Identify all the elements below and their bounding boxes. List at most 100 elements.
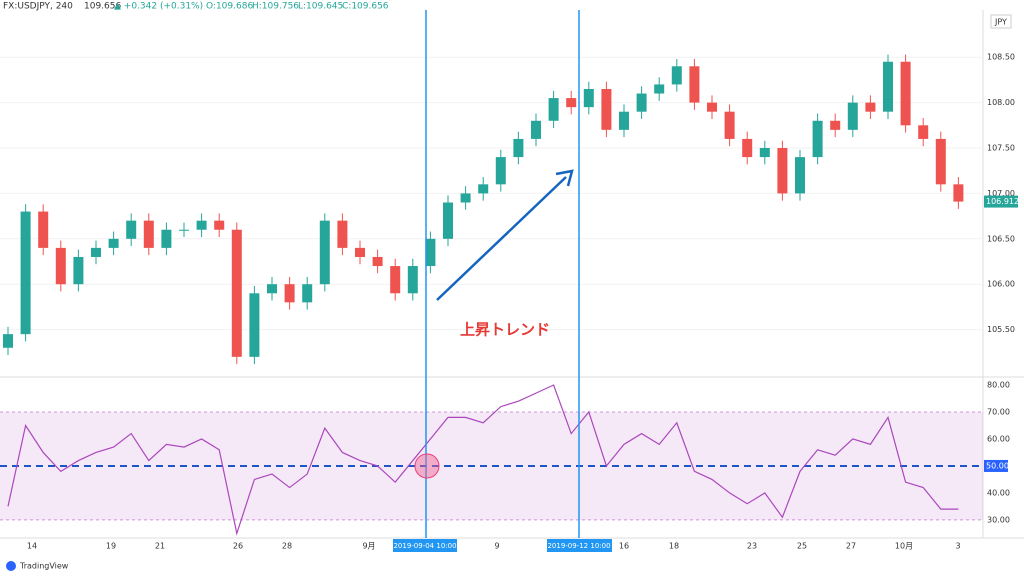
candle-body (284, 284, 295, 303)
candle-body (214, 220, 225, 230)
y-tick-label: 70.00 (987, 407, 1010, 416)
y-tick-label: 30.00 (987, 515, 1010, 524)
x-tick-label: 27 (846, 542, 856, 551)
candle-body (73, 256, 84, 285)
candle-body (795, 157, 805, 194)
y-tick-label: 106.00 (987, 280, 1015, 289)
cross-marker (414, 453, 440, 479)
cursor-label-box (547, 539, 612, 552)
candle-body (3, 334, 13, 348)
candle-body (460, 193, 471, 203)
y-tick-label: 60.00 (987, 434, 1010, 443)
candle-body (407, 266, 418, 294)
x-tick-label: 9月 (362, 542, 375, 551)
trend-arrow (436, 176, 567, 301)
candle-body (601, 88, 612, 130)
candle-body (267, 284, 277, 294)
candle-body (425, 238, 436, 267)
annotation: 上昇トレンド (460, 321, 550, 339)
candle-body (953, 184, 964, 202)
x-tick-label: 21 (155, 542, 165, 551)
candle-body (38, 211, 49, 248)
candle-body (548, 98, 559, 121)
candle-body (337, 220, 348, 248)
candle-body (91, 247, 101, 257)
rsi-line (7, 384, 959, 536)
candle-body (671, 66, 682, 85)
open: O:109.686 (206, 2, 253, 12)
candle-body (689, 66, 700, 103)
last-price-label: 106.912 (986, 197, 1019, 206)
candle-body (654, 84, 665, 94)
close: C:109.656 (342, 2, 389, 12)
candle-body (126, 220, 137, 239)
y-tick-label: 80.00 (987, 381, 1010, 390)
y-tick-label: 107.50 (987, 144, 1015, 153)
price: 109.656 (84, 2, 121, 12)
x-tick-label: 3 (955, 542, 960, 551)
y-tick-label: 106.50 (987, 234, 1015, 243)
candle-body (812, 120, 823, 158)
candle-body (161, 229, 172, 248)
candle-body (777, 148, 788, 194)
candle-body (742, 138, 753, 158)
candle-body (355, 247, 365, 257)
candle-body (231, 229, 242, 357)
y-tick-label: 40.00 (987, 488, 1010, 497)
candle-body (636, 93, 647, 112)
candle-body (513, 138, 524, 158)
currency-box (990, 14, 1012, 29)
candle-body (196, 220, 207, 230)
midline-label-box (984, 459, 1008, 472)
high: H:109.756 (252, 2, 299, 12)
cursor-label: 2019-09-04 10:00 (393, 542, 456, 550)
y-tick-label: 108.00 (987, 98, 1015, 107)
low: L:109.645 (298, 2, 343, 12)
x-tick-label: 28 (282, 542, 292, 551)
candle-body (724, 111, 735, 139)
candle-body (759, 148, 770, 158)
candle-body (935, 138, 946, 185)
midline-label: 50.00 (986, 461, 1009, 470)
candle-body (319, 220, 330, 285)
candle-body (478, 184, 489, 194)
candle-body (566, 98, 577, 108)
x-tick-label: 25 (797, 542, 807, 551)
x-tick-label: 14 (27, 542, 37, 551)
candle-body (830, 120, 841, 130)
x-tick-label: 19 (106, 542, 116, 551)
y-tick-label: 108.50 (987, 53, 1015, 62)
candle-body (583, 88, 594, 108)
cursor-label-box (393, 539, 457, 552)
currency: JPY (994, 18, 1007, 27)
cursor-label: 2019-09-12 10:00 (547, 542, 610, 550)
candle-body (495, 157, 506, 185)
candle-body (865, 102, 876, 112)
x-tick-label: 18 (669, 542, 679, 551)
x-tick-label: 16 (619, 542, 629, 551)
candle-body (619, 111, 629, 130)
x-tick-label: 9 (494, 542, 499, 551)
candle-body (390, 266, 401, 294)
candle-body (108, 238, 119, 248)
y-tick-label: 105.50 (987, 325, 1015, 334)
x-tick-label: 26 (233, 542, 243, 551)
change: ▲ +0.342 (+0.31%) (114, 2, 203, 12)
x-tick-label: 23 (747, 542, 757, 551)
candle-body (179, 229, 189, 231)
candle-body (372, 256, 383, 267)
candle-body (143, 220, 154, 248)
candle-body (531, 120, 541, 139)
symbol: FX:USDJPY, 240 (3, 2, 73, 12)
last-price-box (984, 195, 1018, 208)
candle-body (918, 125, 929, 139)
candle-body (707, 102, 717, 112)
candle-body (900, 61, 911, 126)
candle-body (249, 293, 260, 357)
candle-body (883, 61, 893, 112)
candle-body (20, 211, 31, 335)
y-tick-label: 107.00 (987, 189, 1015, 198)
candle-body (55, 247, 66, 285)
